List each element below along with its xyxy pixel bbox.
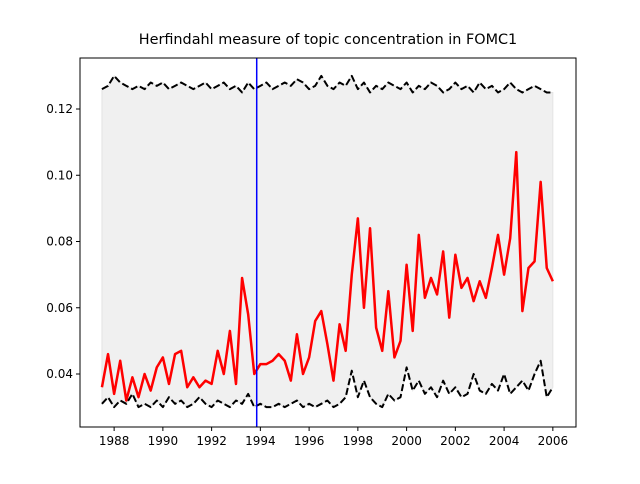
line-series [100, 150, 554, 402]
plot-frame [79, 57, 577, 428]
line-series [101, 74, 553, 94]
x-tick-label: 1992 [196, 434, 227, 448]
x-tick-label: 1996 [294, 434, 325, 448]
x-tick-label: 2002 [440, 434, 471, 448]
x-tick-label: 1998 [343, 434, 374, 448]
x-tick-label: 1994 [245, 434, 276, 448]
band-area [101, 74, 554, 408]
x-tick-label: 2006 [538, 434, 569, 448]
y-tick-label: 0.06 [46, 301, 73, 315]
chart-title: Herfindahl measure of topic concentratio… [139, 32, 517, 48]
y-tick-label: 0.08 [46, 235, 73, 249]
x-tick-label: 1988 [99, 434, 130, 448]
x-tick-label: 2004 [489, 434, 520, 448]
x-tick-label: 1990 [148, 434, 179, 448]
y-tick-label: 0.12 [46, 102, 73, 116]
x-tick-label: 2000 [391, 434, 422, 448]
line-series [101, 359, 554, 409]
y-tick-label: 0.04 [46, 367, 73, 381]
y-tick-label: 0.10 [46, 168, 73, 182]
